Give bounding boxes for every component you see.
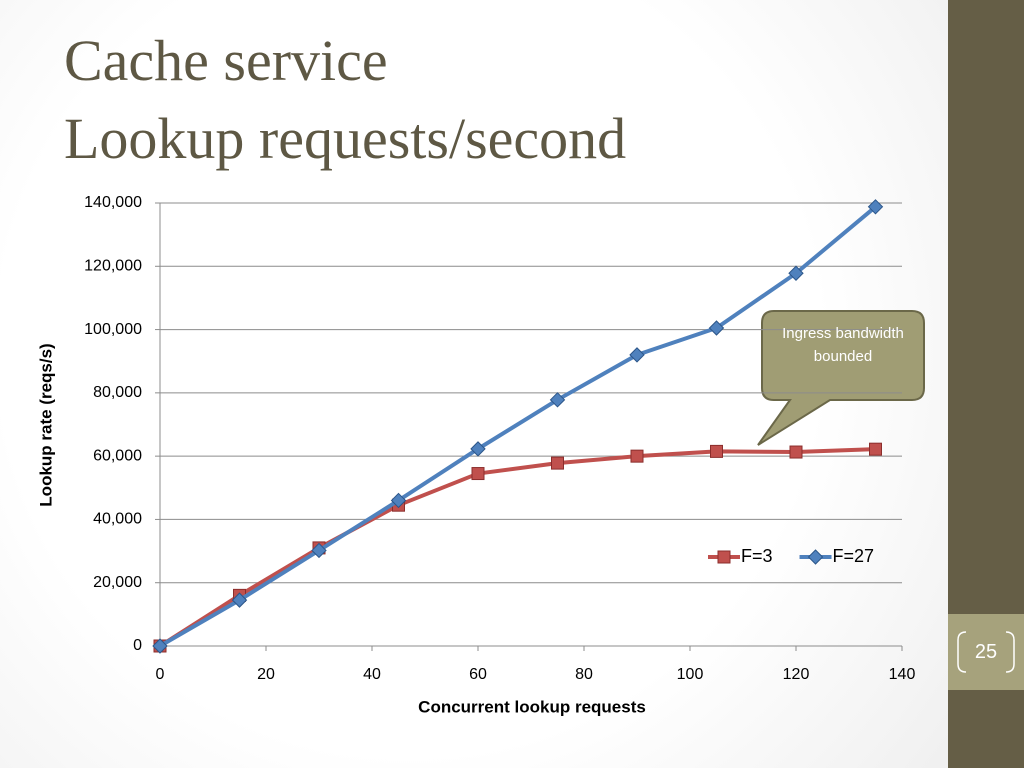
x-tick-label: 60 — [469, 666, 487, 683]
data-point — [471, 467, 485, 481]
data-point — [152, 638, 168, 654]
y-tick-label: 60,000 — [93, 447, 142, 464]
legend-marker — [807, 549, 824, 565]
y-tick-label: 40,000 — [93, 511, 142, 528]
x-tick-label: 80 — [575, 666, 593, 683]
data-point — [788, 265, 804, 281]
data-point — [390, 492, 407, 509]
y-tick-label: 140,000 — [84, 194, 142, 211]
series-line — [158, 447, 876, 648]
slide-title: Lookup requests/second — [64, 106, 627, 171]
annotation: Ingress bandwidth bounded — [782, 325, 904, 365]
legend-label: F=3 — [741, 546, 773, 566]
y-tick-label: 100,000 — [84, 321, 142, 338]
data-point — [311, 542, 327, 559]
y-tick-label: 0 — [133, 637, 142, 654]
series-line — [159, 205, 877, 648]
data-point — [867, 199, 884, 215]
data-point — [470, 441, 486, 457]
data-point — [549, 392, 566, 408]
data-point — [551, 456, 564, 470]
y-axis-title: Lookup rate (reqs/s) — [36, 343, 55, 506]
x-tick-label: 120 — [783, 666, 810, 683]
data-point — [708, 320, 725, 336]
data-point — [629, 347, 645, 363]
data-point — [710, 444, 723, 458]
page-number-box — [948, 614, 1024, 690]
y-tick-label: 120,000 — [84, 258, 142, 275]
legend-marker — [717, 550, 731, 564]
page-number: 25 — [974, 641, 998, 663]
bracket — [957, 631, 1015, 673]
x-tick-label: 20 — [257, 666, 275, 683]
data-point — [869, 442, 882, 456]
callout — [757, 310, 925, 446]
y-tick-label: 20,000 — [93, 574, 142, 591]
x-tick-label: 140 — [889, 666, 916, 683]
legend-label: F=27 — [833, 546, 875, 566]
data-point — [789, 445, 803, 459]
x-axis-title: Concurrent lookup requests — [418, 697, 646, 716]
data-point — [231, 592, 248, 608]
x-tick-label: 0 — [156, 666, 165, 683]
slide-title: Cache service — [64, 28, 388, 93]
data-point — [630, 449, 644, 463]
y-tick-label: 80,000 — [93, 384, 142, 401]
x-tick-label: 100 — [677, 666, 704, 683]
x-tick-label: 40 — [363, 666, 381, 683]
